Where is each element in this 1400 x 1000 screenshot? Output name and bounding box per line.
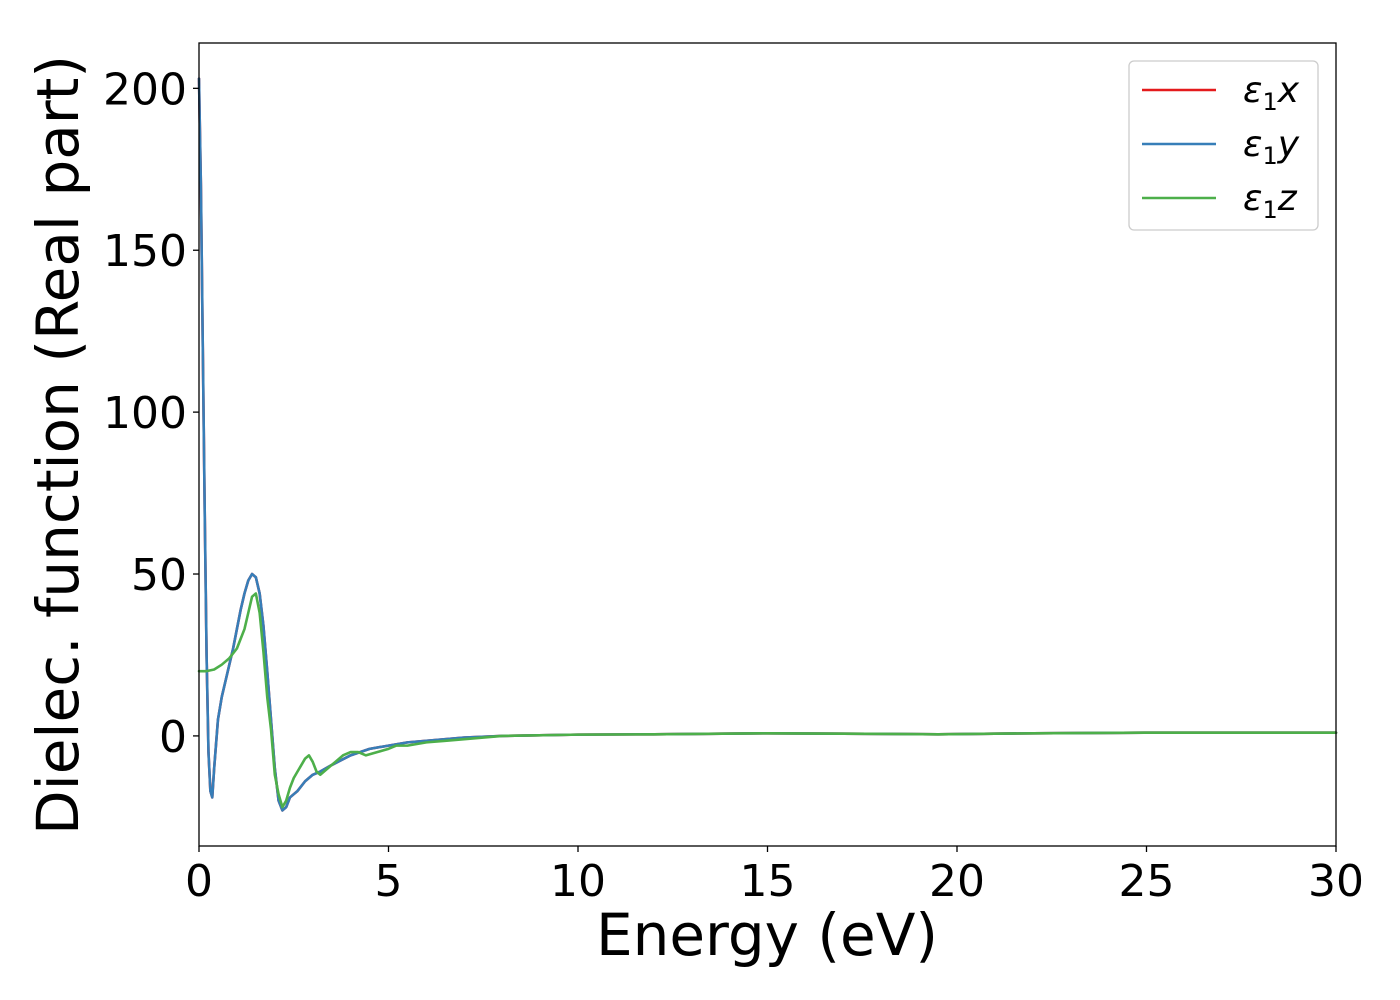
legend: ε1x ε1y ε1z [1128, 60, 1319, 231]
y-axis-title: Dielec. function (Real part) [24, 55, 92, 835]
x-tick-label: 0 [185, 856, 213, 907]
y-tick-label: 50 [131, 550, 187, 601]
legend-frame [1128, 60, 1319, 231]
y-axis-ticks: 0 50 100 150 200 [103, 64, 199, 763]
series-layer [197, 77, 1338, 812]
y-tick-label: 200 [103, 64, 187, 115]
x-tick-label: 10 [550, 856, 606, 907]
y-tick-label: 0 [159, 712, 187, 763]
series-line-z [197, 592, 1338, 809]
legend-entries: ε1x ε1y ε1z [1142, 70, 1300, 224]
y-tick-label: 100 [103, 388, 187, 439]
legend-label-z: ε1z [1243, 178, 1298, 224]
x-tick-label: 20 [929, 856, 985, 907]
x-tick-label: 15 [740, 856, 796, 907]
x-tick-label: 25 [1119, 856, 1175, 907]
legend-label-y: ε1y [1243, 124, 1300, 170]
y-tick-label: 150 [103, 226, 187, 277]
x-tick-label: 30 [1308, 856, 1364, 907]
legend-label-x: ε1x [1243, 70, 1300, 116]
x-axis-ticks: 0 5 10 15 20 25 30 [185, 846, 1364, 907]
x-axis-title: Energy (eV) [596, 901, 938, 969]
x-tick-label: 5 [375, 856, 403, 907]
